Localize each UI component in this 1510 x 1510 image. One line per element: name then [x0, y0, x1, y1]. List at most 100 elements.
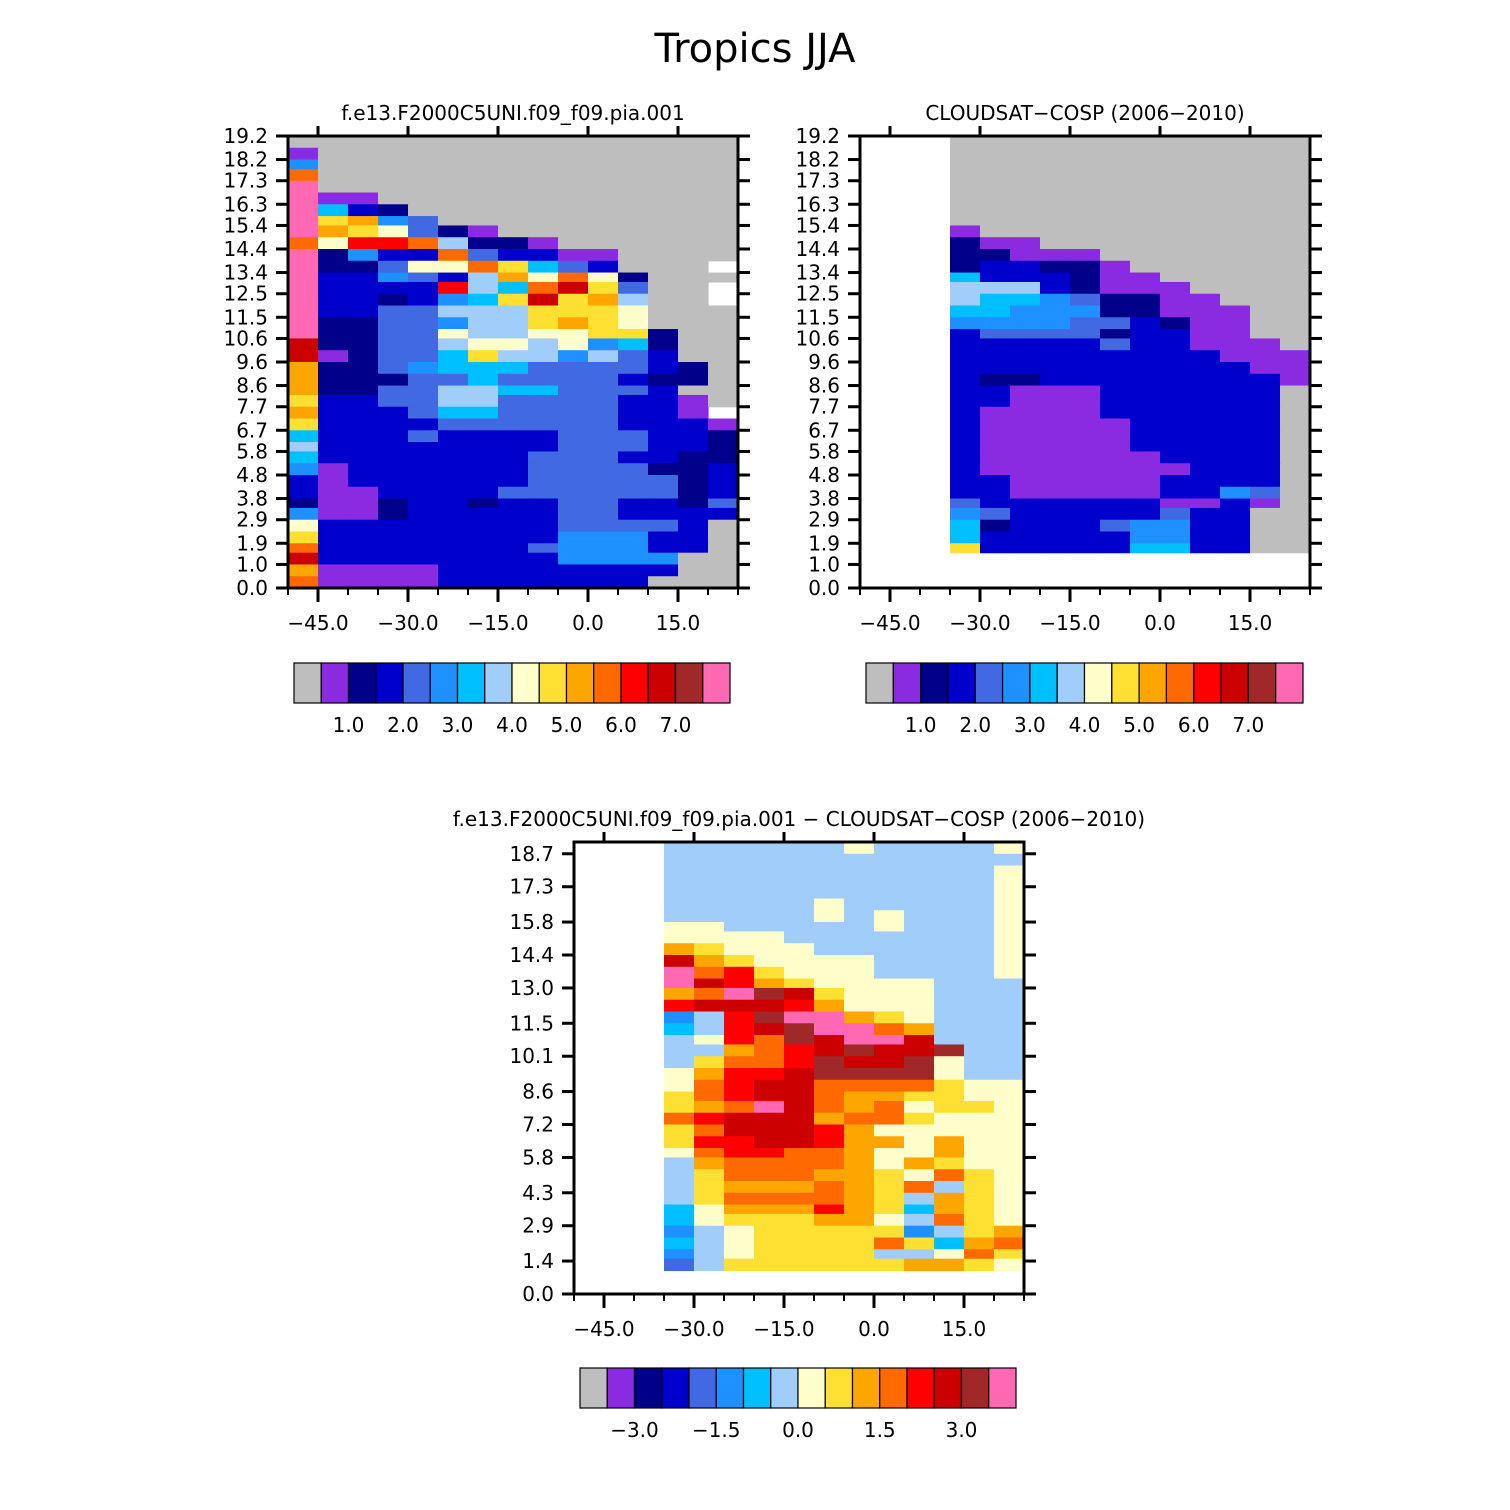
heatmap-cell [1190, 272, 1221, 283]
heatmap-cell [980, 507, 1011, 521]
heatmap-cell [288, 272, 319, 283]
heatmap-cell [348, 293, 379, 307]
heatmap-cell [934, 1249, 965, 1260]
heatmap-cell [754, 1249, 785, 1260]
y-tick-label: 5.8 [236, 439, 268, 463]
heatmap-cell [814, 1011, 845, 1024]
colorbar-label: 6.0 [605, 713, 637, 737]
colorbar-box [865, 662, 894, 704]
heatmap-cell [708, 225, 739, 238]
heatmap-cell [1190, 192, 1221, 205]
colorbar-box [293, 662, 322, 704]
heatmap-cell [784, 1181, 815, 1194]
heatmap-cell [1010, 237, 1041, 250]
heatmap-cell [844, 1136, 875, 1149]
heatmap-cell [1100, 281, 1131, 295]
heatmap-cell [468, 180, 499, 194]
heatmap-cell [708, 159, 739, 170]
heatmap-cell [994, 966, 1025, 980]
heatmap-cell [664, 955, 695, 968]
heatmap-cell [708, 519, 739, 533]
heatmap-cell [904, 1157, 935, 1170]
heatmap-cell [288, 531, 319, 544]
heatmap-cell [648, 204, 679, 217]
heatmap-cell [1100, 418, 1131, 431]
heatmap-cell [1010, 507, 1041, 521]
heatmap-cell [408, 204, 439, 217]
heatmap-cell [1070, 237, 1101, 250]
heatmap-cell [1100, 225, 1131, 238]
colorbar-box [988, 1367, 1017, 1409]
heatmap-cell [1010, 317, 1041, 330]
heatmap-cell [1130, 260, 1161, 274]
heatmap-cell [1070, 338, 1101, 351]
colorbar-label: 5.0 [1123, 713, 1155, 737]
heatmap-cell [708, 317, 739, 330]
colorbar-label: 6.0 [1178, 713, 1210, 737]
heatmap-cell [814, 955, 845, 968]
heatmap-cell [1040, 204, 1071, 217]
heatmap-cell [378, 552, 409, 566]
heatmap-cell [1010, 281, 1041, 295]
heatmap-cell [348, 406, 379, 420]
heatmap-cell [408, 373, 439, 387]
heatmap-cell [874, 987, 905, 1001]
heatmap-cell [994, 1192, 1025, 1206]
heatmap-cell [648, 463, 679, 476]
heatmap-cell [1220, 442, 1251, 453]
heatmap-cell [1190, 260, 1221, 274]
heatmap-cell [754, 987, 785, 1001]
colorbar-box [960, 1367, 990, 1409]
heatmap-cell [618, 430, 649, 443]
heatmap-cell [288, 451, 319, 464]
heatmap-cell [438, 406, 469, 420]
heatmap-cell [678, 486, 709, 500]
heatmap-cell [1190, 373, 1221, 387]
heatmap-cell [1130, 237, 1161, 250]
heatmap-cell [558, 362, 589, 375]
heatmap-cell [348, 576, 379, 589]
heatmap-cell [1070, 442, 1101, 453]
heatmap-cell [664, 1136, 695, 1149]
heatmap-cell [950, 406, 981, 420]
heatmap-cell [588, 418, 619, 431]
heatmap-cell [318, 451, 349, 464]
colorbar-label: 1.0 [333, 713, 365, 737]
y-tick-label: 1.0 [808, 552, 840, 576]
heatmap-cell [664, 1011, 695, 1024]
heatmap-cell [678, 225, 709, 238]
heatmap-cell [1220, 159, 1251, 170]
heatmap-cell [1010, 385, 1041, 396]
heatmap-cell [934, 987, 965, 1001]
heatmap-cell [1280, 373, 1311, 387]
heatmap-cell [980, 418, 1011, 431]
heatmap-cell [678, 147, 709, 161]
heatmap-cell [754, 853, 785, 867]
heatmap-cell [498, 406, 529, 420]
heatmap-cell [468, 237, 499, 250]
heatmap-cell [1190, 362, 1221, 375]
heatmap-cell [724, 898, 755, 911]
heatmap-cell [814, 1213, 845, 1227]
panel-cloudsat: CLOUDSAT−COSP (2006−2010)−45.0 −30.0 −15.0… [795, 101, 1322, 737]
heatmap-cell [904, 999, 935, 1013]
heatmap-cell [950, 362, 981, 375]
heatmap-cell [678, 406, 709, 420]
heatmap-cell [784, 1035, 815, 1046]
heatmap-cell [950, 463, 981, 476]
x-tick-label: 0.0 [1144, 611, 1176, 635]
heatmap-cell [588, 216, 619, 227]
heatmap-cell [934, 1136, 965, 1149]
heatmap-cell [814, 865, 845, 876]
heatmap-cell [844, 1124, 875, 1137]
heatmap-cell [678, 373, 709, 387]
heatmap-cell [1220, 486, 1251, 500]
heatmap-cell [408, 552, 439, 566]
page-title: Tropics JJA [654, 26, 856, 72]
heatmap-cell [498, 519, 529, 533]
heatmap-cell [708, 338, 739, 351]
heatmap-cell [964, 987, 995, 1001]
heatmap-cell [1130, 362, 1161, 375]
heatmap-cell [1220, 430, 1251, 443]
heatmap-cell [468, 281, 499, 295]
